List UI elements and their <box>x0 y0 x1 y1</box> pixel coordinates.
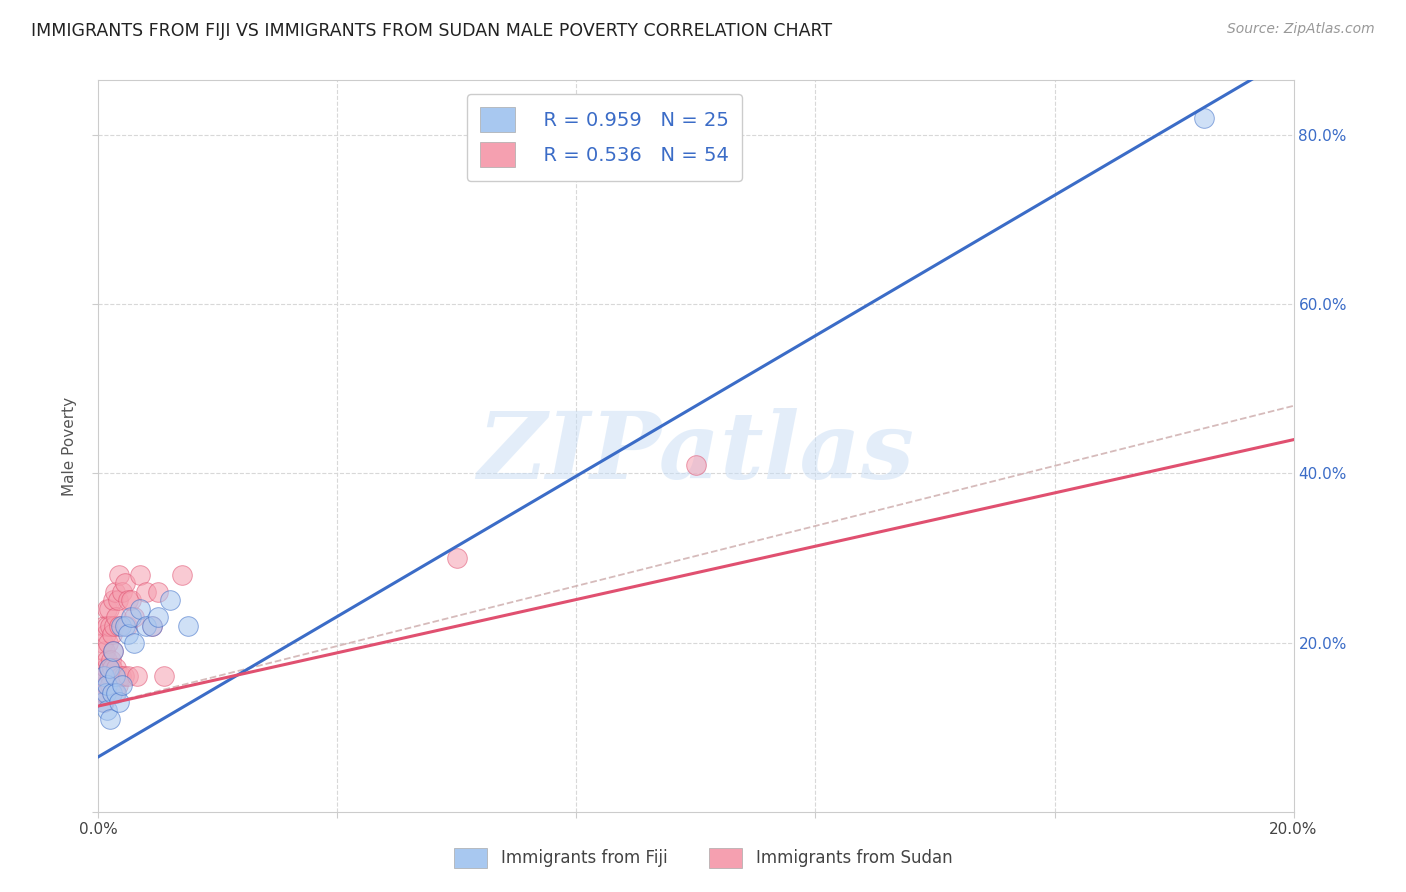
Point <box>124 610 146 624</box>
Point <box>120 593 142 607</box>
Point <box>91 695 114 709</box>
Point <box>96 703 118 717</box>
Point <box>105 686 128 700</box>
Point <box>96 601 118 615</box>
Point <box>91 661 114 675</box>
Point <box>98 712 122 726</box>
Point <box>91 669 114 683</box>
Point <box>93 669 115 683</box>
Point <box>172 568 194 582</box>
Point <box>153 669 176 683</box>
Point <box>94 644 117 658</box>
Point <box>94 686 117 700</box>
Point <box>135 618 157 632</box>
Point <box>98 661 121 675</box>
Point <box>117 669 139 683</box>
Point <box>114 618 136 632</box>
Point <box>124 635 146 649</box>
Point <box>110 669 132 683</box>
Point <box>94 661 117 675</box>
Point <box>100 686 122 700</box>
Point <box>111 585 134 599</box>
Point <box>127 669 149 683</box>
Point <box>97 661 120 675</box>
Point <box>98 618 122 632</box>
Point <box>93 618 115 632</box>
Point <box>446 551 468 566</box>
Point <box>107 593 129 607</box>
Point <box>111 678 134 692</box>
Point <box>90 686 112 700</box>
Point <box>129 568 152 582</box>
Point <box>148 610 170 624</box>
Point <box>135 585 157 599</box>
Point <box>105 661 128 675</box>
Point <box>117 593 139 607</box>
Point <box>98 669 121 683</box>
Point <box>107 678 129 692</box>
Point <box>103 644 125 658</box>
Point <box>98 601 121 615</box>
Text: Source: ZipAtlas.com: Source: ZipAtlas.com <box>1227 22 1375 37</box>
Point <box>93 669 115 683</box>
Y-axis label: Male Poverty: Male Poverty <box>62 396 77 496</box>
Point <box>104 585 127 599</box>
Point <box>104 669 127 683</box>
Point <box>103 618 125 632</box>
Point <box>100 661 122 675</box>
Point <box>685 458 707 472</box>
Point <box>100 686 122 700</box>
Point <box>115 618 138 632</box>
Point <box>96 678 118 692</box>
Legend: Immigrants from Fiji, Immigrants from Sudan: Immigrants from Fiji, Immigrants from Su… <box>447 841 959 875</box>
Point <box>1192 112 1215 126</box>
Point <box>117 627 139 641</box>
Point <box>108 695 131 709</box>
Point <box>120 610 142 624</box>
Point <box>101 627 124 641</box>
Point <box>141 618 163 632</box>
Point <box>96 652 118 666</box>
Point <box>112 669 135 683</box>
Point <box>159 593 181 607</box>
Point <box>114 576 136 591</box>
Point <box>105 610 128 624</box>
Point <box>97 635 120 649</box>
Point <box>93 686 115 700</box>
Point <box>148 585 170 599</box>
Point <box>93 695 115 709</box>
Point <box>96 627 118 641</box>
Point <box>103 644 125 658</box>
Legend:   R = 0.959   N = 25,   R = 0.536   N = 54: R = 0.959 N = 25, R = 0.536 N = 54 <box>467 94 742 180</box>
Point <box>98 678 122 692</box>
Point <box>177 618 200 632</box>
Text: IMMIGRANTS FROM FIJI VS IMMIGRANTS FROM SUDAN MALE POVERTY CORRELATION CHART: IMMIGRANTS FROM FIJI VS IMMIGRANTS FROM … <box>31 22 832 40</box>
Point <box>91 635 114 649</box>
Point <box>108 618 131 632</box>
Text: ZIPatlas: ZIPatlas <box>478 409 914 499</box>
Point <box>96 618 118 632</box>
Point <box>129 601 152 615</box>
Point <box>141 618 163 632</box>
Point <box>103 593 125 607</box>
Point <box>110 618 132 632</box>
Point <box>100 652 122 666</box>
Point <box>103 686 125 700</box>
Point <box>96 678 118 692</box>
Point <box>108 568 131 582</box>
